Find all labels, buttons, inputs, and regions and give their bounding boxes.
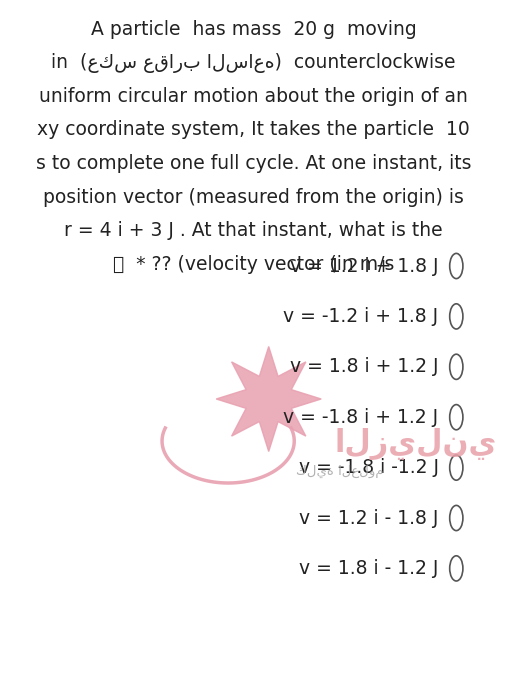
Text: r = 4 i + 3 J . At that instant, what is the: r = 4 i + 3 J . At that instant, what is… xyxy=(64,221,443,240)
Text: كلية العلوم: كلية العلوم xyxy=(296,465,383,477)
Text: ⧨  * ?? (velocity vector (in m/s: ⧨ * ?? (velocity vector (in m/s xyxy=(113,255,394,274)
Text: v = 1.2 i + 1.8 J: v = 1.2 i + 1.8 J xyxy=(290,256,439,276)
Text: v = 1.8 i - 1.2 J: v = 1.8 i - 1.2 J xyxy=(299,559,439,578)
Text: uniform circular motion about the origin of an: uniform circular motion about the origin… xyxy=(39,87,468,106)
Text: الزيلني: الزيلني xyxy=(335,428,497,461)
Text: in  (عكس عقارب الساعه)  counterclockwise: in (عكس عقارب الساعه) counterclockwise xyxy=(51,53,456,74)
Text: s to complete one full cycle. At one instant, its: s to complete one full cycle. At one ins… xyxy=(36,154,471,173)
Polygon shape xyxy=(216,346,321,452)
Text: v = 1.8 i + 1.2 J: v = 1.8 i + 1.2 J xyxy=(290,357,439,377)
Text: xy coordinate system, It takes the particle  10: xy coordinate system, It takes the parti… xyxy=(37,120,470,139)
Text: v = -1.2 i + 1.8 J: v = -1.2 i + 1.8 J xyxy=(283,307,439,326)
Text: v = 1.2 i - 1.8 J: v = 1.2 i - 1.8 J xyxy=(299,508,439,528)
Text: v = -1.8 i -1.2 J: v = -1.8 i -1.2 J xyxy=(299,458,439,477)
Text: position vector (measured from the origin) is: position vector (measured from the origi… xyxy=(43,188,464,206)
Text: A particle  has mass  20 g  moving: A particle has mass 20 g moving xyxy=(91,20,416,38)
Text: v = -1.8 i + 1.2 J: v = -1.8 i + 1.2 J xyxy=(283,407,439,427)
